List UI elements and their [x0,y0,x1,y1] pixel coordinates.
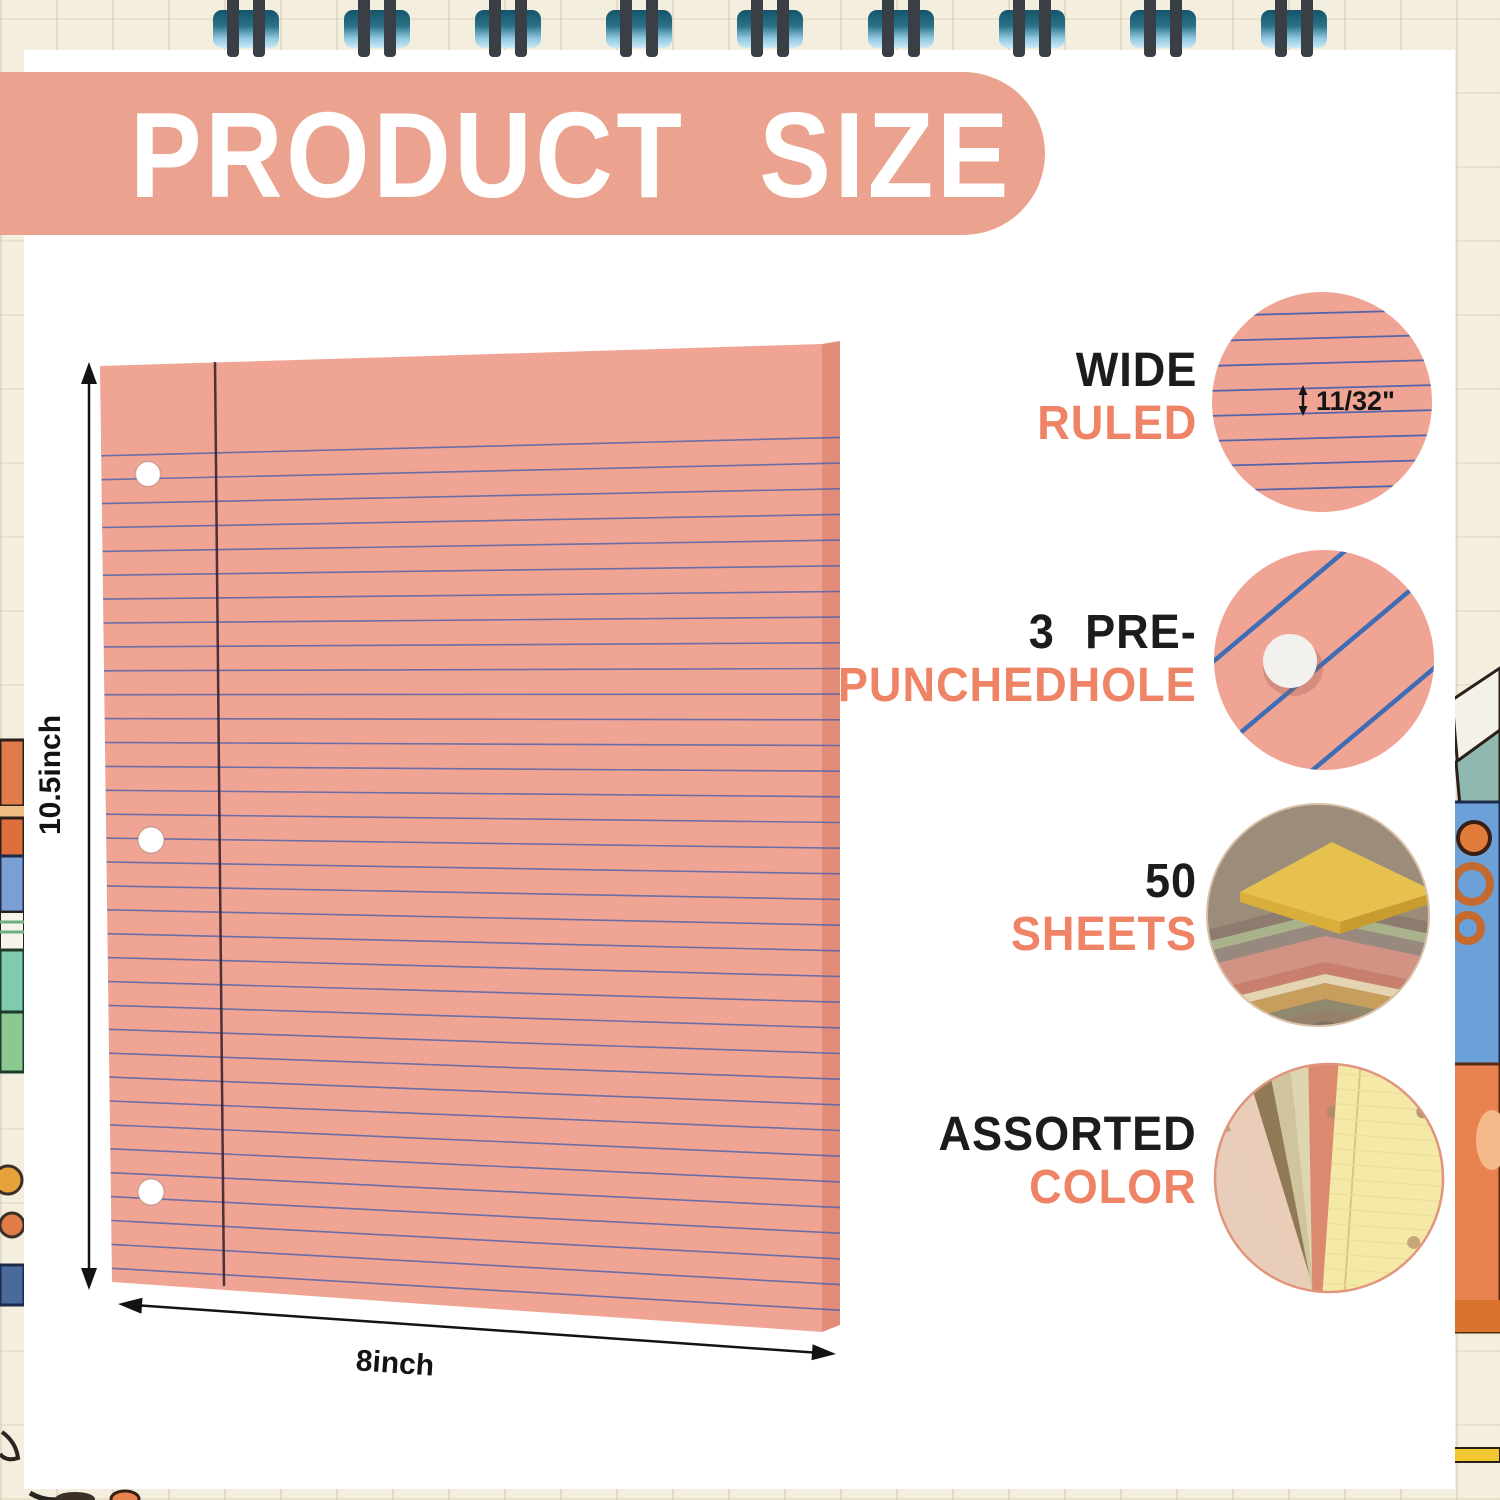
circle-ruled-lines [1212,309,1432,492]
height-dimension-label: 10.5inch [34,714,67,836]
coil-unit [475,0,541,58]
paper-pad-illustration [100,341,840,1332]
punch-hole-middle [137,826,165,854]
punch-hole-bottom [137,1178,165,1206]
sheets-stack-circle [1206,803,1430,1027]
paper-face [100,344,822,1332]
diagonal-rules [1214,550,1434,770]
feature-label-primary: ASSORTED [938,1108,1197,1161]
margin-line [213,361,226,1287]
coil-unit [213,0,279,58]
paper-side-edge [822,341,840,1332]
backpack-doodle [1450,666,1500,1463]
spiral-binding [0,0,1500,60]
line-spacing-value: 11/32" [1316,386,1395,416]
feature-label-accent: RULED [1036,397,1197,450]
page-title: PRODUCT SIZE [130,87,1013,223]
feature-label-accent: COLOR [1029,1161,1197,1214]
line-spacing-arrow [1298,385,1308,416]
coil-unit [999,0,1065,58]
ruled-lines [101,436,840,1311]
coil-unit [1261,0,1327,58]
fanned-sheets [1215,1064,1443,1292]
coil-unit [868,0,934,58]
punched-hole-circle [1214,550,1434,770]
coil-unit [606,0,672,58]
feature-label-primary: 3 PRE- [1029,606,1197,659]
coil-unit [1130,0,1196,58]
top-yellow-sheet [1240,842,1429,922]
feature-wide-ruled: WIDE RULED [1037,344,1197,450]
punched-hole-closeup [1263,634,1317,688]
feature-label-primary: WIDE [1075,344,1197,397]
feature-label-accent: SHEETS [1010,908,1197,961]
wide-ruled-circle: 11/32" [1212,292,1432,512]
feature-label-accent: PUNCHEDHOLE [838,659,1197,712]
title-banner: PRODUCT SIZE [0,72,1045,235]
feature-assorted-color: ASSORTED COLOR [939,1108,1197,1214]
feature-sheet-count: 50 SHEETS [1011,855,1197,961]
coil-unit [344,0,410,58]
coil-unit [737,0,803,58]
punch-hole-top [134,460,162,488]
feature-label-primary: 50 [1144,855,1197,908]
width-dimension-arrow [118,1297,836,1361]
feature-pre-punched: 3 PRE- PUNCHEDHOLE [838,606,1197,712]
height-dimension-arrow [81,362,97,1290]
